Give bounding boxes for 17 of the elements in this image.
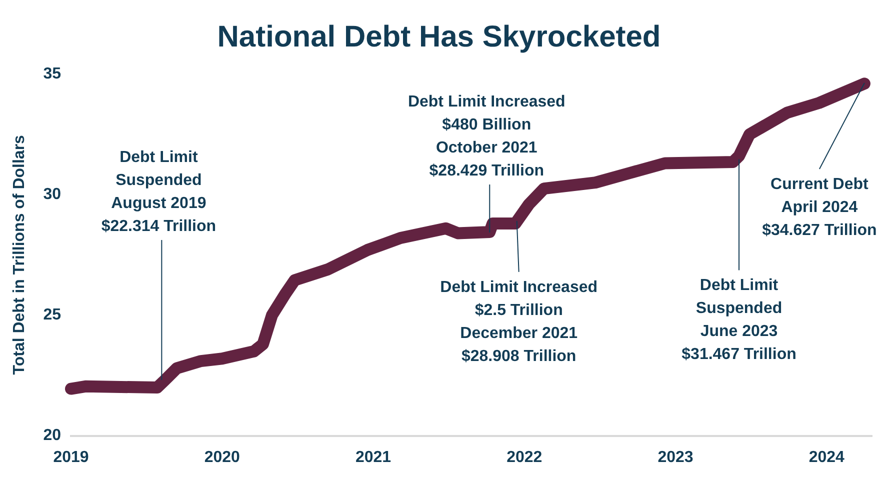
y-tick-label: 30: [43, 186, 62, 204]
x-tick-label: 2021: [355, 448, 392, 466]
x-tick-label: 2023: [658, 448, 694, 466]
annotation: Current Debt April 2024 $34.627 Trillion: [762, 176, 877, 239]
y-tick-label: 25: [43, 306, 62, 324]
x-tick-label: 2020: [204, 448, 240, 466]
annotation: Debt Limit Increased $480 Billion October 2021 $28.429 Trillion: [408, 93, 566, 180]
x-tick-label: 2024: [808, 448, 845, 466]
chart-title: National Debt Has Skyrocketed: [217, 20, 661, 54]
annotation: Debt Limit Suspended August 2019 $22.314 Trillion: [101, 148, 216, 235]
x-tick-label: 2019: [53, 448, 89, 466]
annotation: Debt Limit Increased $2.5 Trillion December 2021 $28.908 Trillion: [440, 278, 598, 365]
y-tick-label: 35: [43, 65, 62, 82]
y-axis-title: Total Debt in Trillions of Dollars: [11, 134, 28, 375]
y-tick-label: 20: [43, 427, 62, 444]
x-tick-label: 2022: [506, 448, 542, 466]
annotation: Debt Limit Suspended June 2023 $31.467 Trillion: [682, 277, 796, 364]
